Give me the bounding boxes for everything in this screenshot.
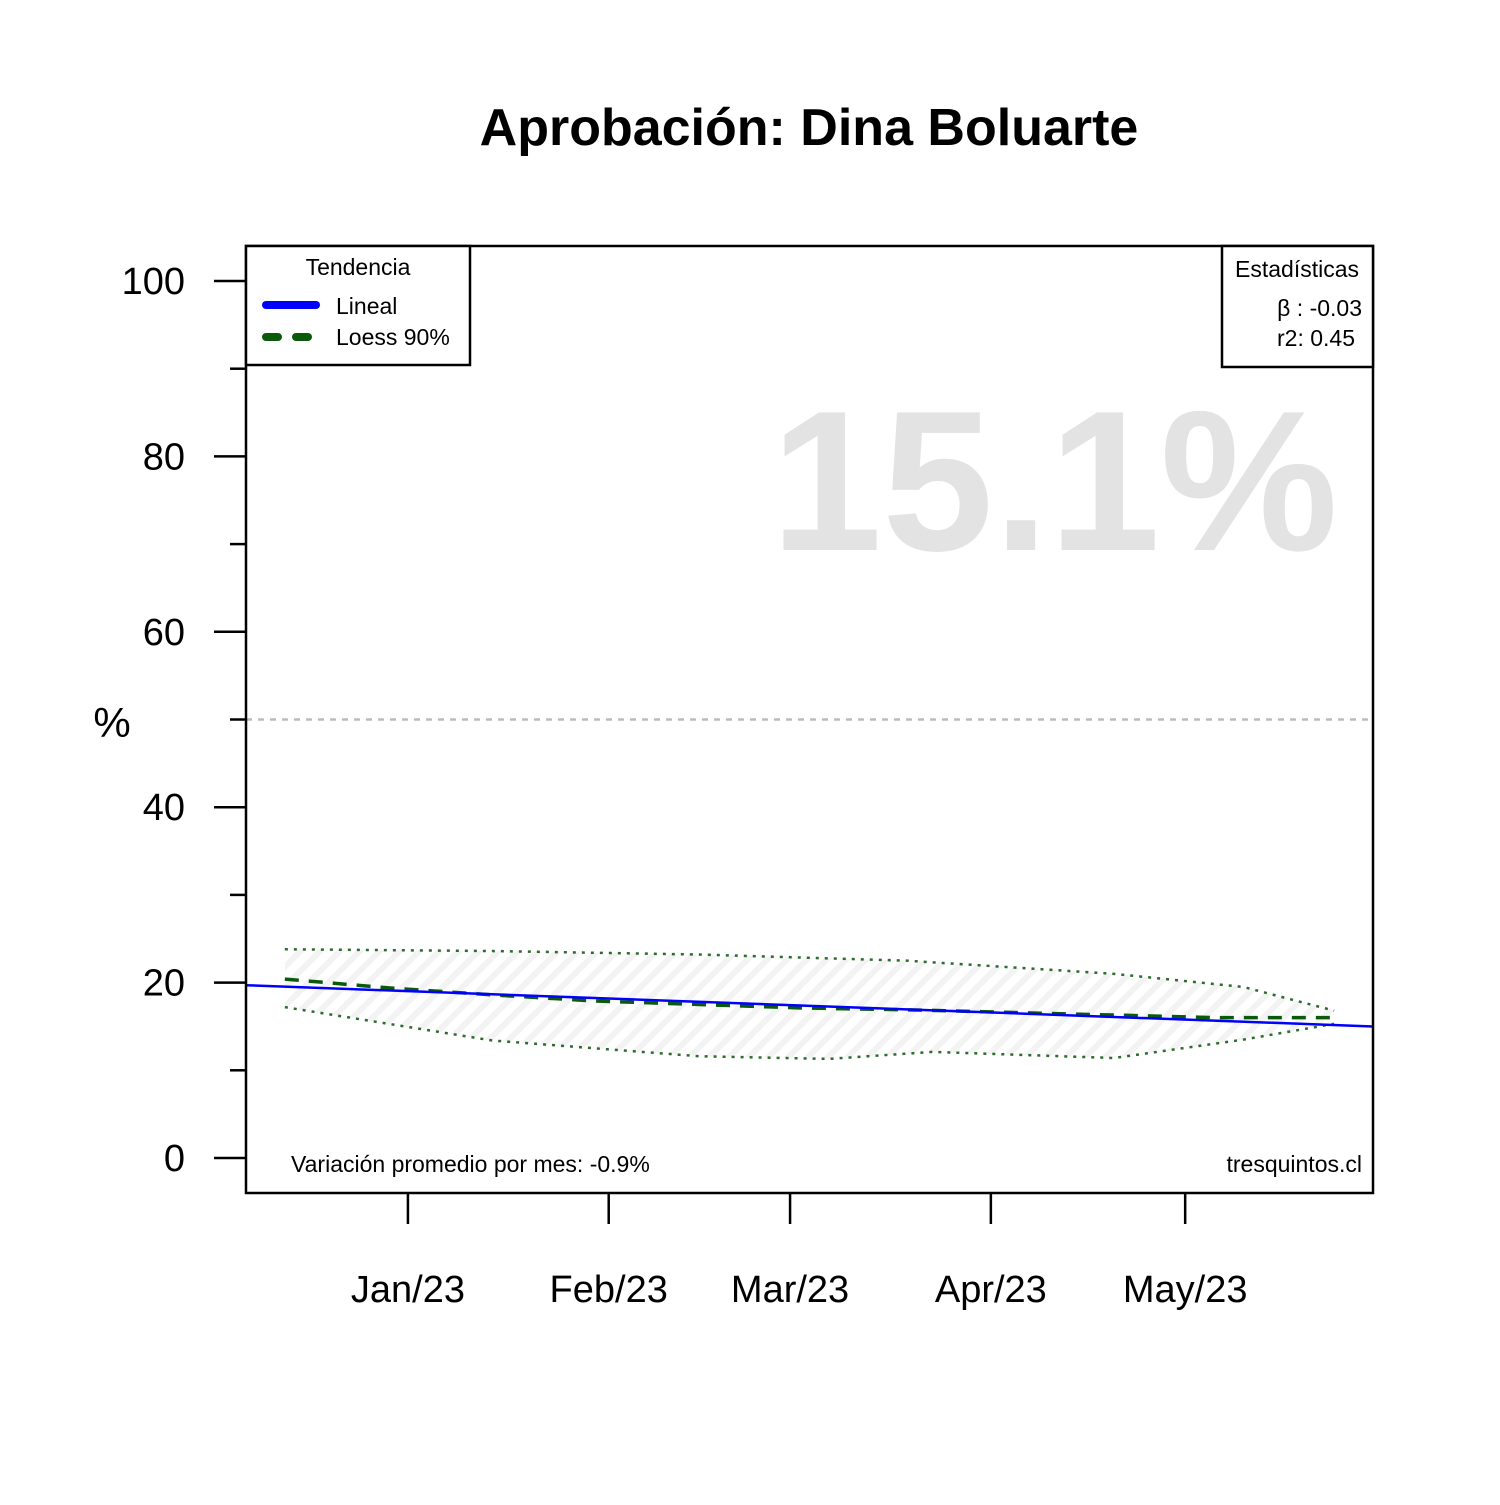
y-tick-label: 100 [122,261,185,303]
y-tick-label: 0 [164,1138,185,1180]
confidence-band-upper [284,948,1335,1012]
y-tick-label: 60 [143,612,185,654]
series-line-lineal [245,983,1374,1028]
legend: Tendencia Lineal Loess 90% [244,244,472,367]
confidence-band-lower [284,1005,1335,1061]
stats-box: Estadísticas β : -0.03 r2: 0.45 [1220,244,1375,369]
y-tick-label: 80 [143,436,185,478]
stats-title: Estadísticas [1235,256,1359,282]
series-line-loess [284,977,1335,1020]
current-value-watermark: 15.1% [771,370,1338,593]
x-tick-label: Feb/23 [550,1269,668,1311]
y-axis-label: % [93,699,130,746]
x-tick-label: Mar/23 [731,1269,849,1311]
plot-frame [244,244,1375,1195]
legend-entry-lineal: Lineal [336,293,397,319]
series-layer [245,977,1374,1028]
footnote-variation: Variación promedio por mes: -0.9% [291,1151,650,1177]
x-tick-label: Apr/23 [935,1269,1047,1311]
legend-entry-loess: Loess 90% [336,324,450,350]
stats-r2: r2: 0.45 [1277,325,1355,351]
axis-layer: 0 20 40 60 80 100 Jan/23 Feb/23 Mar/23 Apr/23 May/… [122,261,1248,1311]
confidence-band-layer [284,948,1335,1061]
legend-title: Tendencia [306,254,411,280]
chart-title: Aprobación: Dina Boluarte [480,99,1139,157]
y-tick-label: 40 [143,787,185,829]
x-tick-label: Jan/23 [351,1269,465,1311]
stats-box-frame [1220,244,1375,369]
footnote-source: tresquintos.cl [1226,1151,1362,1177]
y-tick-label: 20 [143,963,185,1005]
stats-beta: β : -0.03 [1277,295,1362,321]
x-tick-label: May/23 [1123,1269,1248,1311]
confidence-band-area [284,949,1335,1059]
